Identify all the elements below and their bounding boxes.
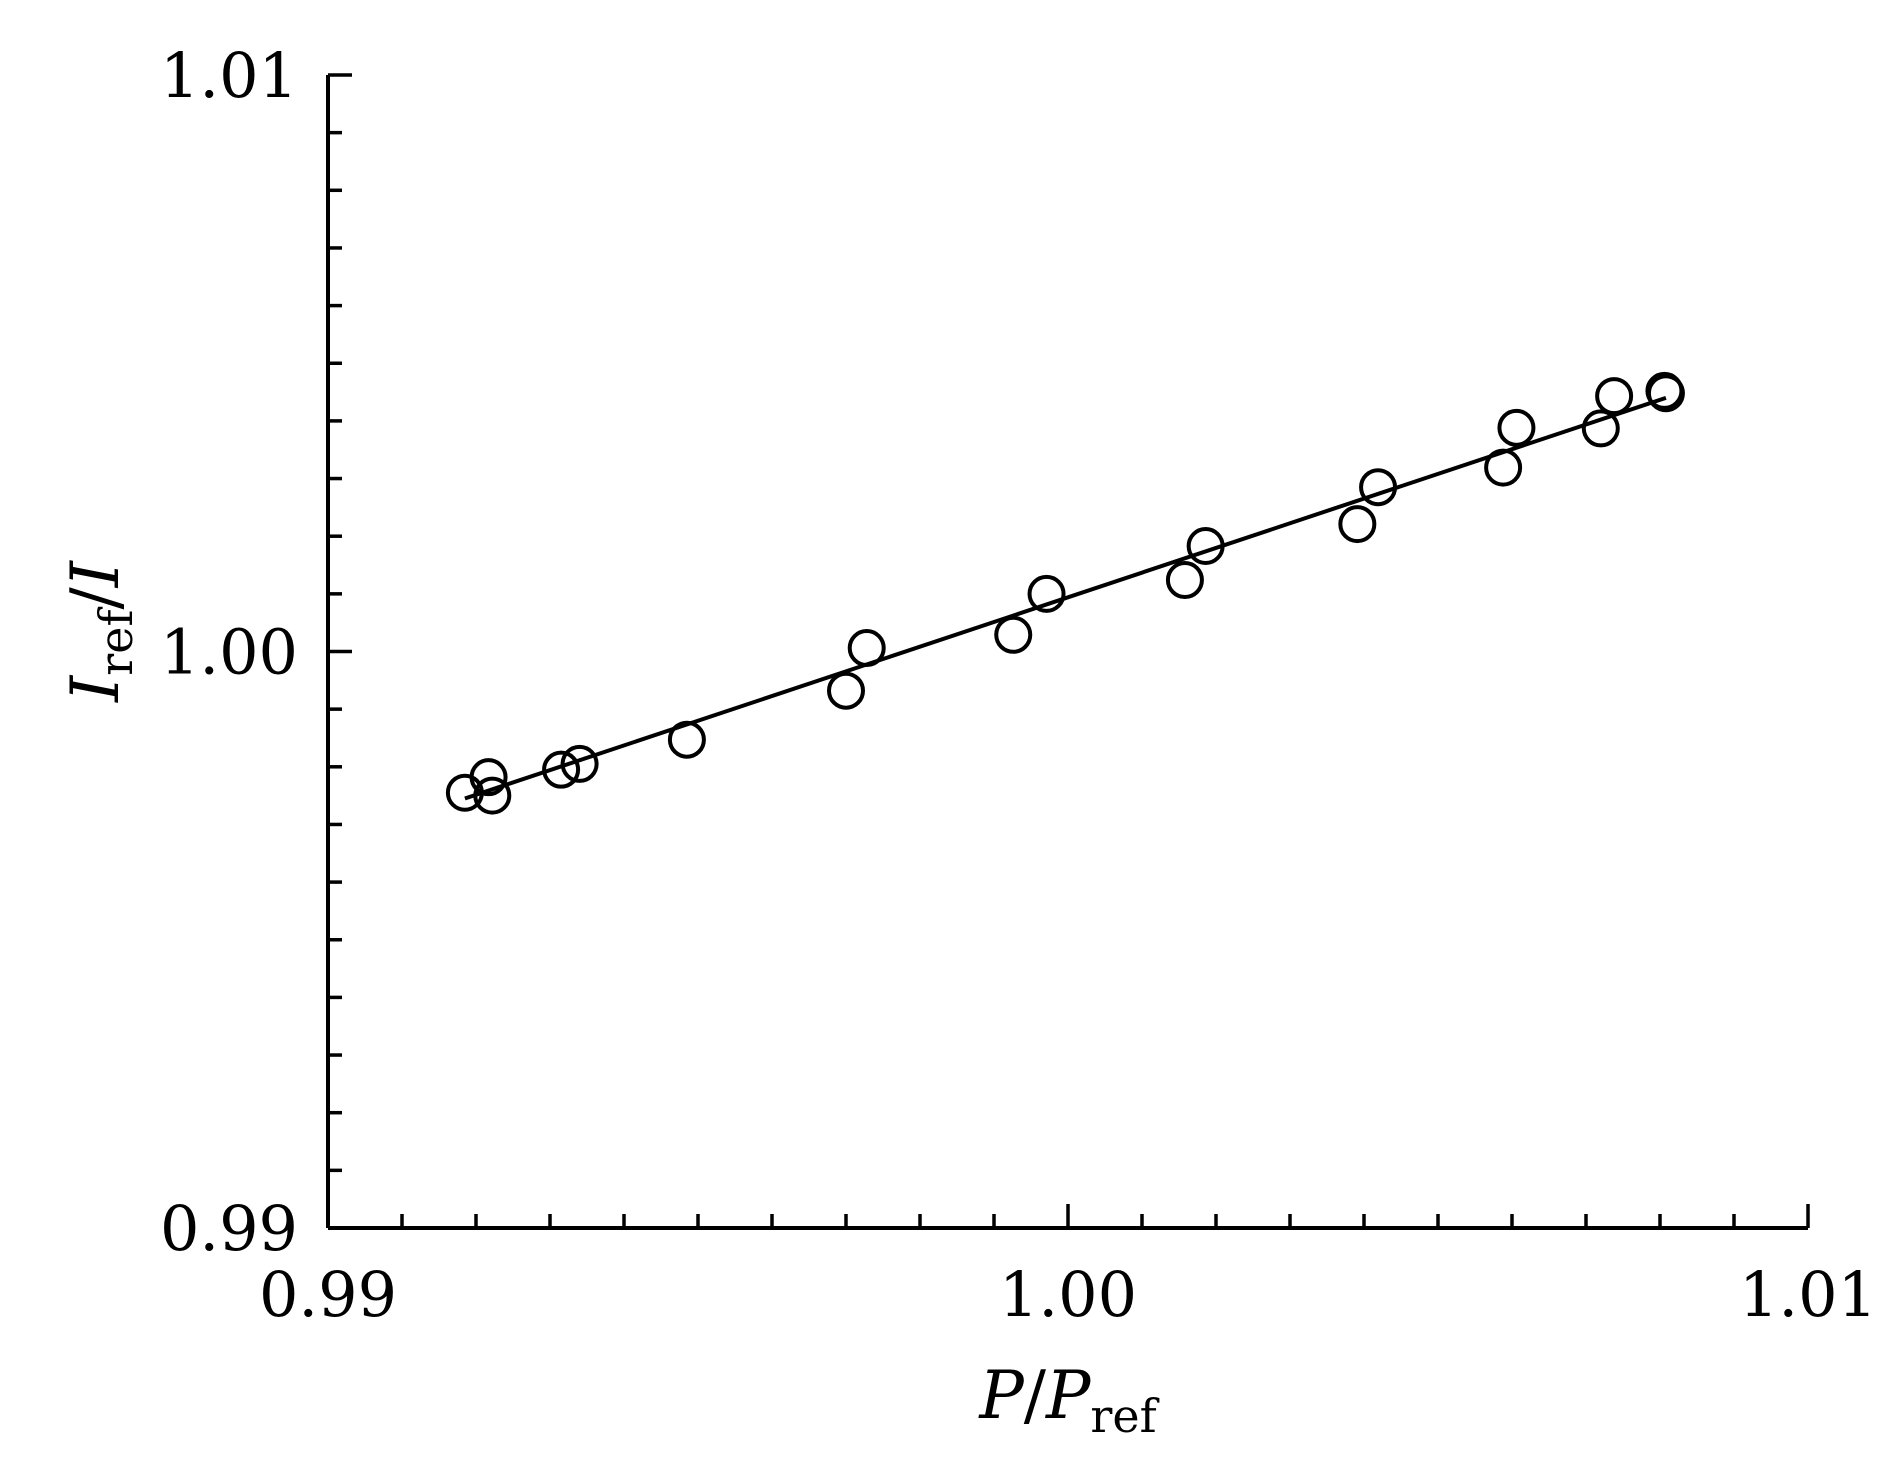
data-point (847, 629, 886, 668)
data-point (1484, 448, 1523, 487)
data-point (1581, 409, 1620, 448)
data-point (1497, 408, 1536, 447)
fit-line (464, 395, 1667, 801)
y-title-denom: I (57, 559, 134, 588)
data-point (1359, 468, 1398, 507)
data-point (1338, 505, 1377, 544)
fit-line-group (464, 395, 1667, 801)
x-tick-label: 1.00 (999, 1258, 1137, 1331)
y-tick-label: 0.99 (160, 1192, 298, 1265)
x-title-main: P (978, 1357, 1025, 1434)
tick-labels: 0.99 1.00 1.01 0.99 1.00 1.01 (160, 39, 1877, 1331)
data-point (469, 758, 508, 797)
axes (326, 75, 1808, 1230)
y-title-sub: ref (89, 607, 143, 676)
data-point (560, 744, 599, 783)
data-point (473, 776, 512, 815)
data-point (542, 750, 581, 789)
y-title-main: I (57, 674, 134, 703)
y-tick-label: 1.01 (160, 39, 298, 112)
data-point (1186, 527, 1225, 566)
data-point (994, 615, 1033, 654)
data-point (1646, 374, 1685, 413)
data-point (667, 720, 706, 759)
y-tick-label: 1.00 (160, 616, 298, 689)
x-title-denom: P (1045, 1357, 1092, 1434)
x-axis-title: P/Pref (978, 1357, 1159, 1443)
data-point (1027, 574, 1066, 613)
y-title-slash: / (57, 587, 134, 610)
x-title-slash: / (1024, 1357, 1047, 1434)
ticks (326, 73, 1810, 1230)
y-axis-title: Iref/I (57, 559, 143, 703)
data-point (1595, 377, 1634, 416)
x-title-sub: ref (1090, 1389, 1159, 1443)
data-point (827, 671, 865, 710)
x-tick-label: 0.99 (259, 1258, 397, 1331)
data-point (1165, 561, 1204, 600)
x-tick-label: 1.01 (1739, 1258, 1877, 1331)
data-points (445, 371, 1685, 815)
